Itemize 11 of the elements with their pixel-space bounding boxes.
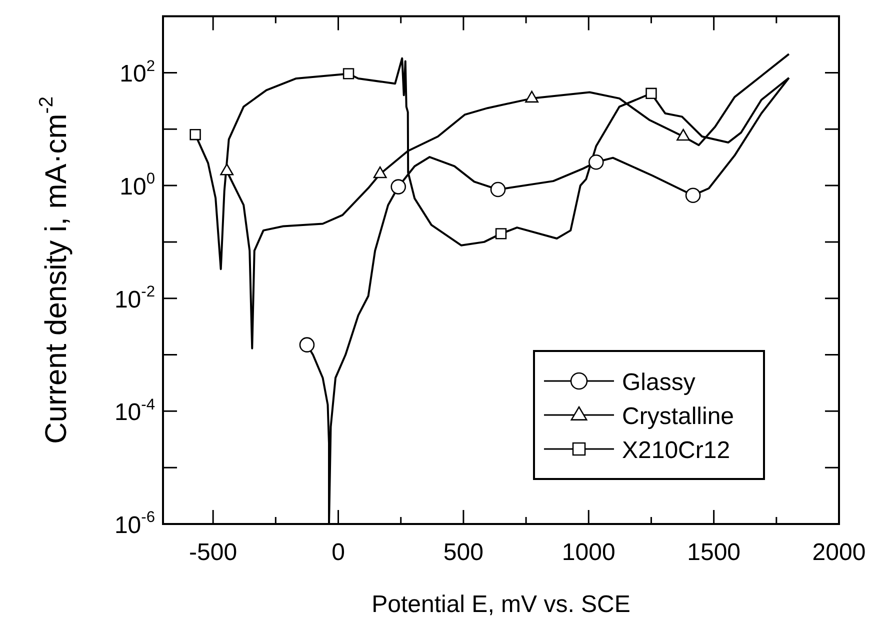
x-tick-label: 0	[332, 539, 345, 566]
x-tick-label: 2000	[812, 539, 866, 566]
legend-label: Crystalline	[622, 403, 734, 430]
x-tick-label: 500	[443, 539, 484, 566]
y-axis-title: Current density i, mA·cm-2	[36, 96, 73, 444]
x-tick-label: -500	[189, 539, 238, 566]
legend-label: X210Cr12	[622, 437, 730, 464]
x-axis-title: Potential E, mV vs. SCE	[372, 591, 630, 618]
x-tick-label: 1500	[687, 539, 741, 566]
x-tick-label: 1000	[562, 539, 616, 566]
legend-label: Glassy	[622, 369, 696, 396]
